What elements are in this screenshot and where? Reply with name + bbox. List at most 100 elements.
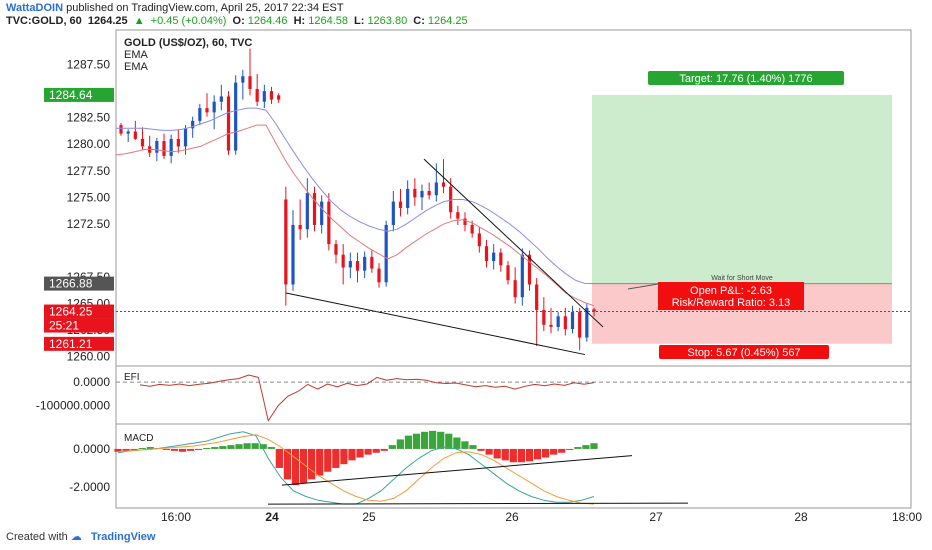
time-tick-label: 24 [265, 510, 279, 524]
price-pane[interactable]: 1287.50 1282.50 1280.00 1277.50 1275.00 1272.… [44, 29, 912, 367]
ema-fast-line [115, 124, 595, 307]
macd-hist-bar [533, 448, 542, 460]
candle [219, 84, 223, 111]
note-label: Wait for Short Move [711, 275, 773, 282]
close-value: 1264.25 [427, 15, 468, 27]
candle-body [320, 201, 324, 225]
candle-body [191, 120, 195, 129]
candle-body [341, 254, 345, 268]
price-badge-bg [44, 276, 114, 291]
last-price: 1264.25 [87, 15, 128, 27]
candle-body [477, 233, 481, 247]
macd-hist-bar [412, 433, 421, 449]
price-badge-text: 1264.25 [49, 305, 93, 319]
macd-hist-bar [332, 448, 340, 468]
macd-hist-bar [283, 448, 292, 480]
candle [133, 120, 137, 140]
macd-hist-bar [372, 448, 380, 453]
publish-info: WattaDOIN published on TradingView.com, … [6, 2, 344, 14]
macd-pane[interactable]: 0.0000 -2.0000 MACD [69, 423, 912, 509]
candle [312, 186, 317, 232]
price-chart[interactable]: 1287.50 1282.50 1280.00 1277.50 1275.00 1272.… [0, 0, 932, 530]
efi-pane[interactable]: 0.0000 -100000.0000 EFI [36, 365, 912, 425]
candle [570, 305, 575, 334]
macd-hist-bar [267, 447, 275, 449]
macd-hist-bar [566, 448, 574, 450]
candle [549, 307, 553, 334]
time-tick-label: 28 [794, 510, 808, 524]
candle-body [284, 199, 288, 285]
price-tick-label: 1287.50 [67, 58, 111, 72]
candle [585, 303, 589, 342]
candle-body [585, 307, 589, 338]
macd-hist-bar [138, 447, 146, 449]
efi-pane-frame [115, 365, 912, 425]
candle-body [198, 108, 202, 121]
candle [126, 129, 130, 143]
price-badge-countdown: 25:21 [44, 318, 114, 333]
macd-hist-bar [420, 431, 429, 449]
candle-body [570, 312, 575, 330]
macd-hist-bar [348, 448, 356, 461]
candle [513, 267, 517, 304]
macd-lower-trendline [267, 502, 689, 505]
macd-hist-bar [541, 448, 550, 458]
candle-body [520, 254, 524, 298]
ema-legend-2: EMA [124, 61, 149, 73]
candle-body [334, 244, 338, 255]
chart-legend-title: GOLD (US$/OZ), 60, TVC [124, 37, 252, 49]
macd-hist-bar [477, 448, 485, 451]
footer: Created with ☁ TradingView [6, 530, 155, 543]
macd-hist-bar [525, 448, 534, 462]
candle-body [277, 95, 281, 100]
time-tick-label: 25 [362, 510, 376, 524]
target-badge-text: Target: 17.76 (1.40%) 1776 [679, 73, 812, 85]
tradingview-brand[interactable]: TradingView [90, 531, 156, 543]
macd-hist-bar [291, 448, 300, 486]
price-badge-bg [44, 87, 114, 102]
candle-body [363, 256, 367, 271]
candle [370, 250, 374, 273]
macd-hist-bar [203, 447, 211, 449]
candle-body [234, 82, 238, 151]
macd-hist-bar [219, 446, 227, 449]
candle-body [370, 256, 374, 269]
candle-body [269, 91, 274, 100]
candle-body [492, 252, 496, 262]
price-badge-bg [44, 336, 114, 351]
macd-hist-bar [445, 433, 453, 449]
candle [477, 227, 481, 253]
efi-legend: EFI [124, 372, 140, 383]
candle-body [219, 96, 223, 102]
candle-body [427, 190, 431, 196]
macd-hist-bar [114, 448, 122, 452]
open-label: O: [232, 15, 245, 27]
candle-body [212, 101, 216, 113]
candle [463, 212, 467, 232]
candle-body [563, 316, 567, 330]
candle-body [449, 186, 453, 213]
macd-hist-bar [130, 448, 138, 450]
macd-hist-bar [340, 448, 348, 465]
pnl-pointer [627, 283, 659, 290]
open-value: 1264.46 [247, 15, 288, 27]
candle [226, 91, 231, 155]
macd-hist-bar [404, 435, 413, 449]
macd-hist-bar [243, 443, 251, 449]
publisher-name[interactable]: WattaDOIN [6, 2, 64, 14]
price-tick-label: 1272.50 [67, 217, 111, 231]
macd-hist-bar [259, 444, 267, 449]
candle-body [420, 190, 424, 198]
up-arrow-icon: ▲ [133, 15, 145, 27]
efi-tick-label: -100000.0000 [36, 399, 110, 413]
candle-body [470, 224, 474, 234]
candle [535, 278, 539, 347]
macd-hist-bar [558, 448, 566, 453]
candle [506, 261, 510, 285]
time-axis[interactable]: 16:00 24 25 26 27 28 18:00 [161, 510, 922, 524]
time-tick-label: 26 [505, 510, 519, 524]
macd-hist-bar [187, 448, 195, 451]
candle [320, 195, 324, 234]
high-value: 1264.58 [308, 15, 348, 27]
candle [427, 182, 431, 200]
